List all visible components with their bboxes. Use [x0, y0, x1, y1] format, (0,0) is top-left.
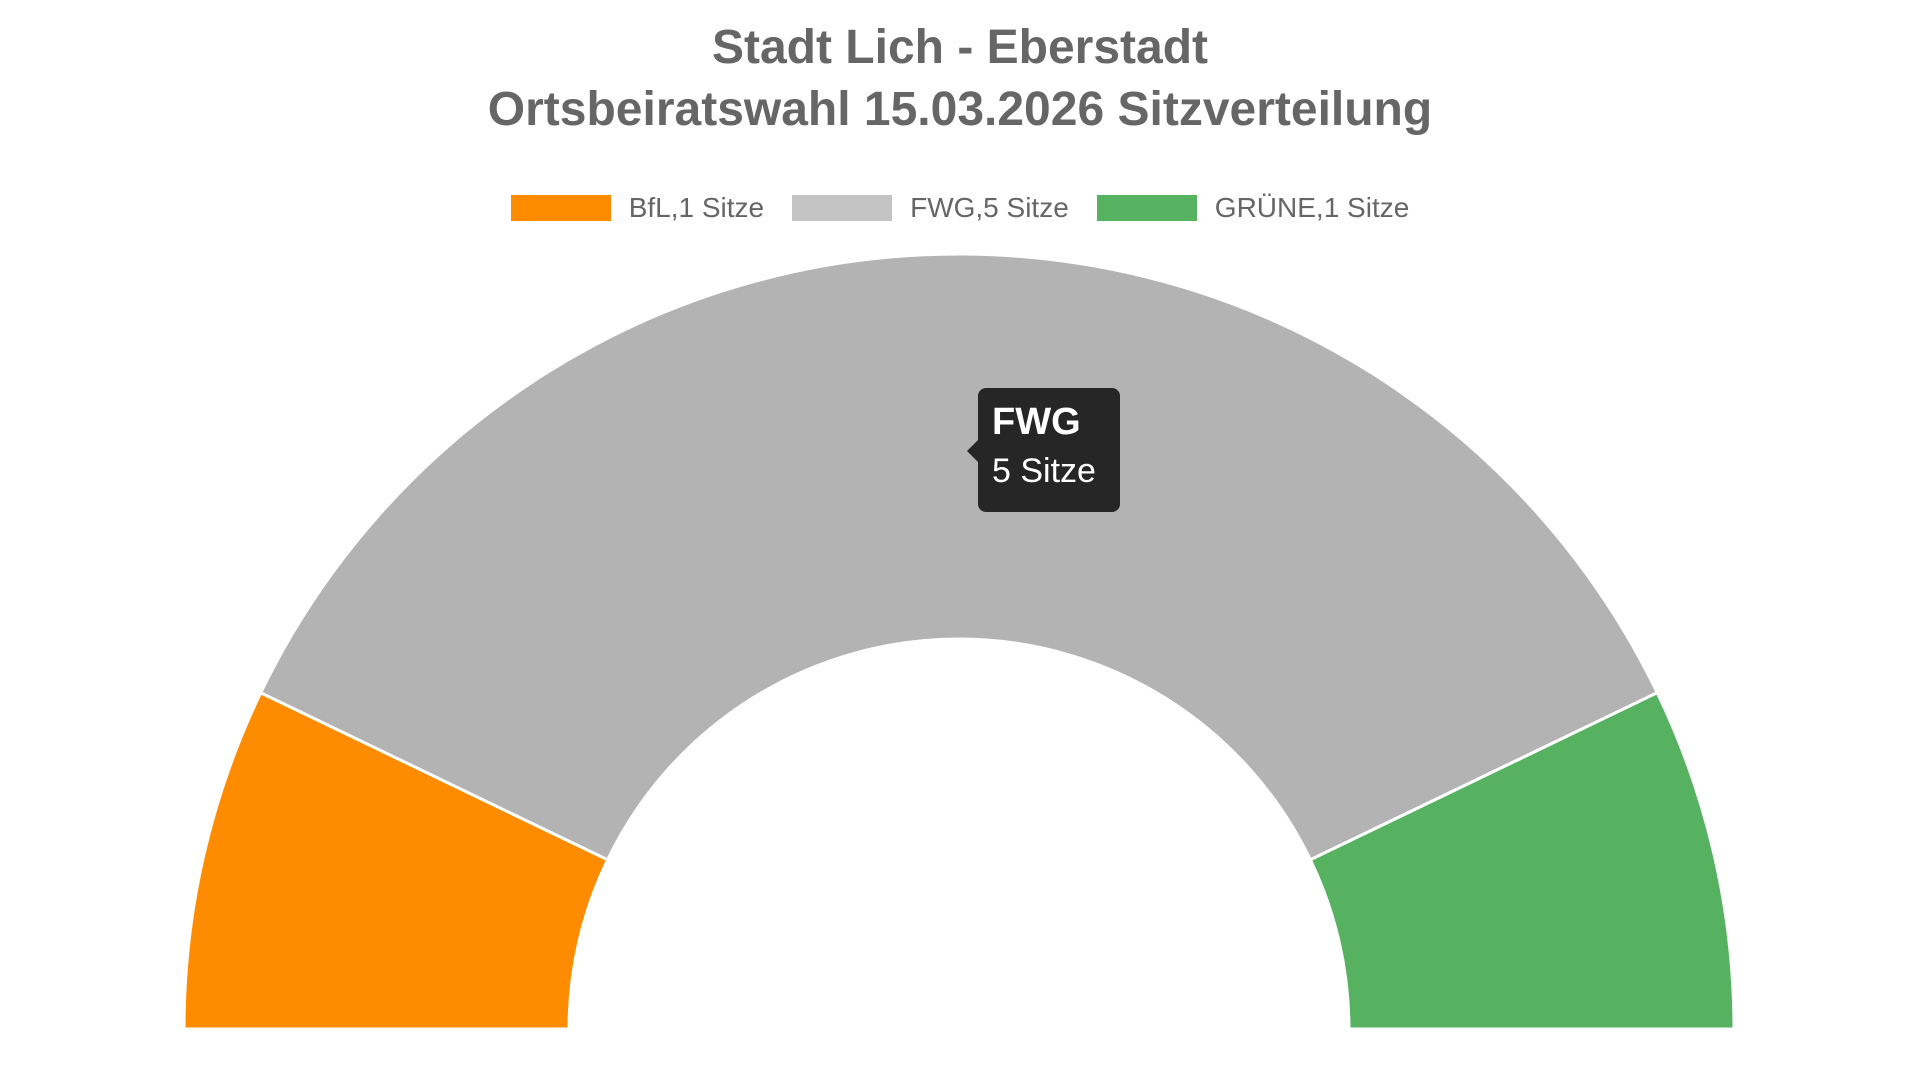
segment-gruene[interactable] — [1308, 690, 1736, 1031]
legend-swatch-gruene — [1096, 195, 1197, 221]
legend-item-gruene[interactable]: GRÜNE,1 Sitze — [1096, 192, 1410, 224]
chart-tooltip: FWG 5 Sitze — [967, 388, 1120, 512]
chart-title-line-2: Ortsbeiratswahl 15.03.2026 Sitzverteilun… — [487, 83, 1433, 136]
legend-item-fwg[interactable]: FWG,5 Sitze — [792, 192, 1069, 224]
chart-segments — [182, 252, 1736, 1031]
tooltip-title: FWG — [992, 401, 1081, 443]
legend-label-bfl: BfL,1 Sitze — [628, 192, 765, 223]
chart-title-line-1: Stadt Lich - Eberstadt — [711, 21, 1209, 74]
legend-item-bfl[interactable]: BfL,1 Sitze — [510, 192, 765, 224]
legend-swatch-bfl — [510, 195, 611, 221]
tooltip-body: 5 Sitze — [992, 452, 1096, 490]
legend-swatch-fwg — [792, 195, 893, 221]
legend-label-fwg: FWG,5 Sitze — [910, 192, 1069, 223]
legend-label-gruene: GRÜNE,1 Sitze — [1214, 192, 1410, 223]
chart-legend: BfL,1 Sitze FWG,5 Sitze GRÜNE,1 Sitze — [0, 192, 1920, 224]
segment-fwg[interactable] — [258, 252, 1660, 862]
